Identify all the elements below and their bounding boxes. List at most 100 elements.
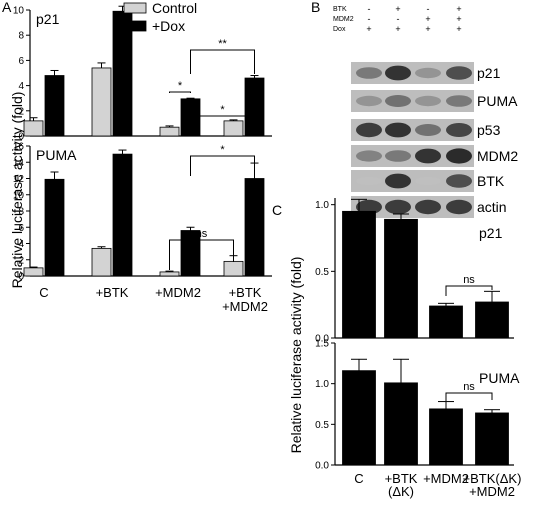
y-tick-label: 0	[18, 132, 24, 143]
chart-title: PUMA	[36, 147, 77, 163]
legend-swatch-control	[123, 2, 147, 14]
significance-label: ns	[463, 274, 475, 286]
bar	[342, 210, 376, 339]
y-tick-label: 6	[18, 223, 24, 234]
bar-control	[91, 67, 112, 137]
blot-band	[446, 123, 472, 137]
y-tick-label: 0.0	[315, 334, 329, 345]
panel-a-ylabel: Relative luciferase activity (fold)	[9, 92, 25, 289]
legend-label-dox: +Dox	[152, 18, 185, 34]
y-tick-label: 10	[13, 6, 25, 17]
chart-c-puma: 0.0 0.5 1.0 1.5 PUMA ns	[315, 339, 520, 472]
y-tick-label: 4	[18, 239, 24, 250]
significance-label: **	[218, 38, 227, 50]
bar-dox	[244, 77, 265, 137]
significance-bracket	[190, 155, 255, 176]
blot-header-label: Dox	[333, 26, 346, 33]
blot-header-sign: -	[368, 14, 371, 24]
bar	[475, 301, 509, 339]
blot-strip	[351, 196, 474, 218]
blot-strip	[351, 90, 474, 112]
significance-label: ns	[196, 228, 208, 240]
blot-band	[385, 173, 411, 189]
bar-dox	[44, 178, 65, 277]
y-tick-label: 0	[18, 272, 24, 283]
legend-label-control: Control	[152, 0, 197, 16]
blot-header-sign: +	[425, 14, 430, 24]
blot-label: BTK	[477, 173, 505, 189]
blot-label: PUMA	[477, 93, 518, 109]
y-tick-label: 1.0	[315, 200, 329, 211]
bar-dox	[244, 178, 265, 277]
bar	[384, 382, 418, 466]
chart-title: PUMA	[479, 370, 520, 386]
x-category-label: +BTK(ΔK)	[463, 471, 522, 486]
y-tick-label: 0.5	[315, 420, 329, 431]
blot-band	[356, 67, 382, 79]
y-tick-label: 2	[18, 255, 24, 266]
blot-band	[385, 122, 411, 138]
y-tick-label: 1.0	[315, 379, 329, 390]
blot-band	[356, 176, 382, 186]
significance-bracket	[190, 49, 255, 74]
blot-band	[446, 199, 472, 215]
significance-bracket	[169, 239, 234, 270]
blot-header-sign: +	[456, 14, 461, 24]
significance-bracket	[445, 285, 493, 296]
blot-band	[446, 174, 472, 188]
y-tick-label: 4	[18, 81, 24, 92]
blot-band	[356, 95, 382, 107]
x-category-label: (ΔK)	[388, 484, 414, 499]
bar-dox	[44, 75, 65, 137]
x-category-label: +MDM2	[423, 471, 469, 486]
blot-label: actin	[477, 199, 507, 215]
blot-band	[446, 95, 472, 107]
significance-bracket	[190, 115, 255, 117]
x-category-label: C	[354, 471, 363, 486]
blot-band	[356, 122, 382, 138]
bar-control	[91, 247, 112, 277]
bar-control	[223, 120, 244, 137]
blot-header-label: MDM2	[333, 16, 354, 23]
blot-header-sign: +	[395, 24, 400, 34]
blot-band	[415, 95, 441, 107]
blot-band	[385, 150, 411, 162]
significance-label: *	[220, 144, 225, 156]
bar-control	[159, 126, 180, 137]
bar-control	[223, 260, 244, 277]
blot-band	[446, 66, 472, 80]
y-tick-label: 8	[18, 31, 24, 42]
blot-header-sign: +	[395, 4, 400, 14]
blot-band	[356, 150, 382, 162]
panel-c-letter: C	[272, 202, 282, 218]
y-tick-label: 6	[18, 56, 24, 67]
x-category-label: +MDM2	[469, 484, 515, 499]
bar-control	[23, 267, 44, 277]
bar	[384, 218, 418, 339]
blot-label: MDM2	[477, 148, 518, 164]
blot-header-sign: -	[368, 4, 371, 14]
blot-strip	[351, 170, 474, 192]
significance-bracket	[169, 91, 191, 93]
panel-c-categories: C +BTK(ΔK)+MDM2+BTK(ΔK)+MDM2	[354, 471, 521, 499]
chart-a-puma: 0 2 4 6 8 10 12 14 16 PUMA ns *	[13, 142, 272, 283]
chart-title: p21	[479, 225, 503, 241]
blot-strip	[351, 145, 474, 167]
panel-b-blot: BTK - + - +MDM2- - + +Dox + + + +p21PUMAp53MDM2BTKa…	[333, 4, 518, 218]
y-tick-label: 0.5	[315, 267, 329, 278]
blot-strip	[351, 119, 474, 141]
blot-band	[385, 65, 411, 81]
chart-title: p21	[36, 11, 60, 27]
blot-band	[385, 199, 411, 215]
panel-b-letter: B	[311, 0, 320, 15]
bar	[342, 370, 376, 466]
blot-band	[415, 67, 441, 79]
blot-band	[415, 148, 441, 164]
y-tick-label: 2	[18, 106, 24, 117]
blot-header-sign: +	[456, 24, 461, 34]
chart-c-p21: 0.0 0.5 1.0 p21 ns	[315, 198, 514, 345]
blot-header-sign: +	[366, 24, 371, 34]
blot-strip	[351, 62, 474, 84]
blot-band	[356, 199, 382, 215]
